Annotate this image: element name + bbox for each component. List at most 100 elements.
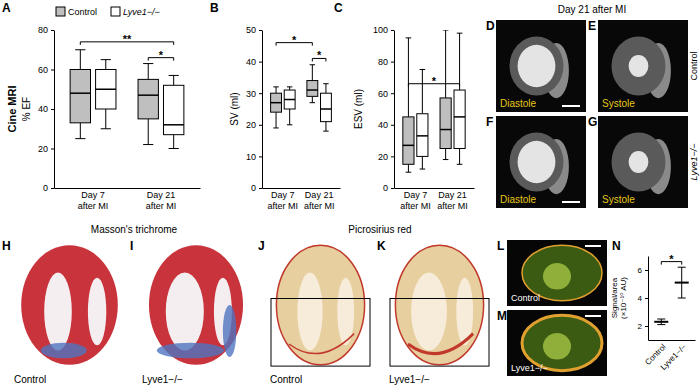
left-ventricle [166, 273, 204, 351]
left-ventricle [297, 273, 322, 351]
image-caption: Lyve1−/− [142, 374, 183, 385]
tick-mark [259, 188, 262, 189]
whisker [445, 149, 446, 160]
whisker-cap [443, 30, 449, 31]
tick-mark [391, 156, 394, 157]
tick: 0 [43, 183, 54, 193]
mean-line [675, 282, 689, 284]
box-body [321, 93, 332, 121]
box [271, 87, 282, 128]
x-axis: ControlLyve1−/− [643, 341, 695, 372]
scale-bar [562, 105, 580, 107]
tick: 0 [251, 183, 262, 193]
inset-box [271, 299, 370, 367]
whisker [80, 123, 81, 139]
significance-label: * [292, 34, 297, 46]
whisker [459, 149, 460, 165]
tick: Day 21after MI [304, 190, 335, 210]
text-line: after MI [400, 201, 431, 211]
median [138, 94, 158, 96]
tick-mark [391, 93, 394, 94]
image-panel-m: Lyve1−/−M [497, 309, 607, 376]
fluorescence-image [507, 310, 607, 376]
chart-b: 01020304050Day 7after MIDay 21after MISV… [210, 1, 341, 211]
tick-mark [645, 270, 648, 271]
tick: 4 [638, 294, 648, 303]
whisker [148, 119, 149, 145]
axis-title: % EF [21, 97, 32, 121]
panel-label: G [588, 115, 597, 129]
row-label: Control [689, 51, 699, 80]
tick-label: 100 [373, 25, 388, 35]
whisker [445, 30, 446, 98]
image-caption: Control [270, 374, 302, 385]
plot-marks [403, 30, 465, 172]
panel-label: B [210, 1, 219, 15]
tick: Day 7after MI [400, 190, 431, 210]
text-line: Day 21 [305, 190, 334, 200]
image-caption: Systole [602, 98, 635, 109]
mri-image [598, 20, 688, 112]
image-panel-i: Lyve1−/− I [130, 239, 252, 385]
box [403, 38, 414, 172]
tick-label: 80 [378, 57, 388, 67]
tick: 40 [246, 57, 262, 67]
blood-pool [629, 151, 649, 173]
inset-box [390, 299, 489, 367]
tick-label: Day 21after MI [304, 190, 335, 210]
whisker-cap [323, 83, 328, 84]
y-axis: 020406080 [38, 25, 55, 193]
right-ventricle [88, 278, 106, 346]
tick-mark [51, 188, 54, 189]
image-caption: Diastole [500, 194, 537, 205]
tick-mark [391, 62, 394, 63]
error-cap [678, 298, 686, 299]
cavity [543, 333, 571, 359]
box-body [271, 93, 282, 112]
whisker [173, 135, 174, 149]
axis-title: ESV (ml) [353, 89, 364, 129]
cavity [543, 263, 571, 289]
left-ventricle [44, 273, 72, 351]
tick-label: 4 [638, 294, 643, 303]
plot-marks [271, 65, 332, 131]
heart-section [21, 245, 118, 365]
tick-mark [259, 156, 262, 157]
tick-label: 2 [638, 322, 643, 331]
box-body [164, 85, 184, 134]
x-axis: Day 7after MIDay 21after MI [395, 189, 475, 211]
tick: Lyve1−/− [659, 342, 689, 372]
median [454, 116, 465, 118]
panel-label: A [2, 1, 11, 15]
fibrosis [41, 343, 87, 359]
whisker [105, 109, 106, 129]
tick-label: 0 [383, 183, 388, 193]
tick-label: 30 [246, 89, 256, 99]
legend: ControlLyve1−/− [56, 7, 160, 17]
whisker-cap [287, 124, 292, 125]
tick-label: Day 7after MI [268, 190, 299, 210]
median [271, 102, 282, 104]
panel-label: I [130, 239, 133, 253]
whisker [276, 112, 277, 128]
fibrosis [157, 343, 224, 359]
tick-label: 50 [246, 25, 256, 35]
panel-label: L [497, 239, 504, 253]
tick-mark [51, 70, 54, 71]
plot-marks [70, 50, 184, 149]
tick-mark [391, 125, 394, 126]
tick-label: 20 [246, 120, 256, 130]
mri-image [496, 20, 586, 112]
text-line: (×10⁻¹⁰ AU) [619, 277, 628, 319]
text-line: SV (ml) [229, 92, 240, 125]
collagen [289, 334, 354, 354]
x-axis: Day 7after MIDay 21after MI [263, 189, 341, 211]
tick-label: Day 21after MI [146, 190, 177, 210]
panel-label: E [588, 19, 596, 33]
median [417, 135, 428, 137]
image-caption: Lyve1−/− [389, 374, 430, 385]
whisker-cap [443, 159, 449, 160]
whisker [422, 70, 423, 114]
axis-line [54, 31, 55, 189]
significance-label: * [317, 49, 322, 61]
